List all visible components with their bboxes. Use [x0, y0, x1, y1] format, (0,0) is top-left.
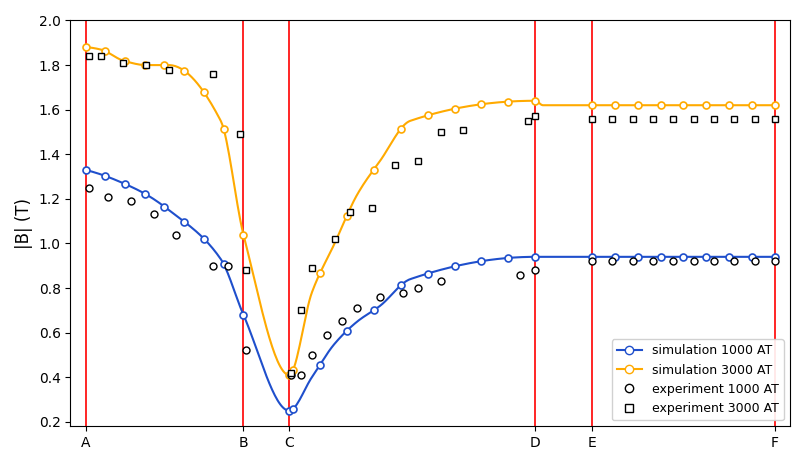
Legend: simulation 1000 AT, simulation 3000 AT, experiment 1000 AT, experiment 3000 AT: simulation 1000 AT, simulation 3000 AT, …	[612, 339, 784, 420]
Y-axis label: |B| (T): |B| (T)	[15, 198, 33, 249]
